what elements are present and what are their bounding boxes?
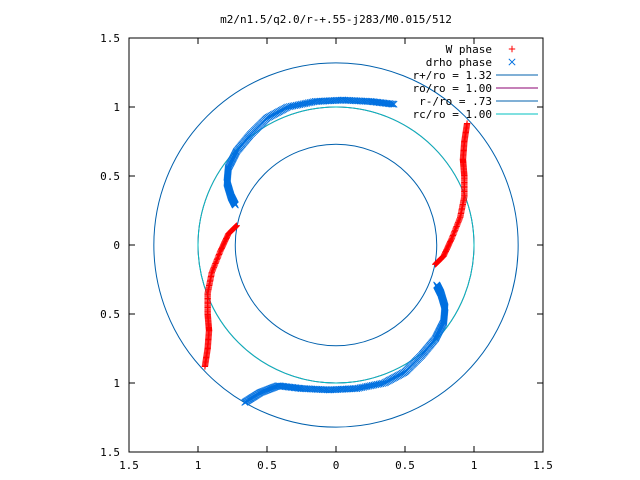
x-tick-label: 1.5 [533, 459, 553, 472]
drho-phase-point [241, 398, 249, 406]
drho-phase-point [388, 100, 397, 108]
circle-r-1_32 [153, 62, 519, 428]
legend-label: ro/ro = 1.00 [413, 82, 492, 95]
y-tick-label: 1.5 [100, 446, 120, 459]
legend-marker-cross [508, 58, 516, 66]
legend-label: drho phase [426, 56, 492, 69]
circle-r-0_73 [234, 143, 438, 347]
legend-label: rc/ro = 1.00 [413, 108, 492, 121]
legend-marker-plus [508, 45, 516, 53]
w-phase-point [201, 363, 209, 370]
drho-phase-point [387, 100, 395, 108]
circle-r-1 [197, 106, 475, 384]
drho-phase-point [327, 386, 335, 394]
y-tick-label: 0.5 [100, 170, 120, 183]
x-tick-label: 1 [195, 459, 202, 472]
y-tick-label: 1.5 [100, 32, 120, 45]
data-points [201, 96, 471, 406]
y-tick-label: 1 [113, 101, 120, 114]
reference-circles [153, 62, 519, 428]
chart-title: m2/n1.5/q2.0/r-+.55-j283/M0.015/512 [220, 13, 452, 26]
y-tick-label: 1 [113, 377, 120, 390]
drho-phase-point [337, 96, 345, 104]
y-tick-label: 0 [113, 239, 120, 252]
legend-label: r+/ro = 1.32 [413, 69, 492, 82]
axis-ticks: 1.5 1 0.5 0 0.5 1 1.51.510.500.511.5 [100, 32, 553, 472]
x-tick-label: 1 [471, 459, 478, 472]
x-tick-label: 0.5 [395, 459, 415, 472]
x-tick-label: 1.5 [119, 459, 139, 472]
legend-label: W phase [446, 43, 492, 56]
y-tick-label: 0.5 [100, 308, 120, 321]
x-tick-label: 0 [333, 459, 340, 472]
w-phase-point [463, 120, 471, 127]
x-tick-label: 0.5 [257, 459, 277, 472]
legend-label: r-/ro = .73 [419, 95, 492, 108]
drho-phase-point [390, 100, 398, 108]
